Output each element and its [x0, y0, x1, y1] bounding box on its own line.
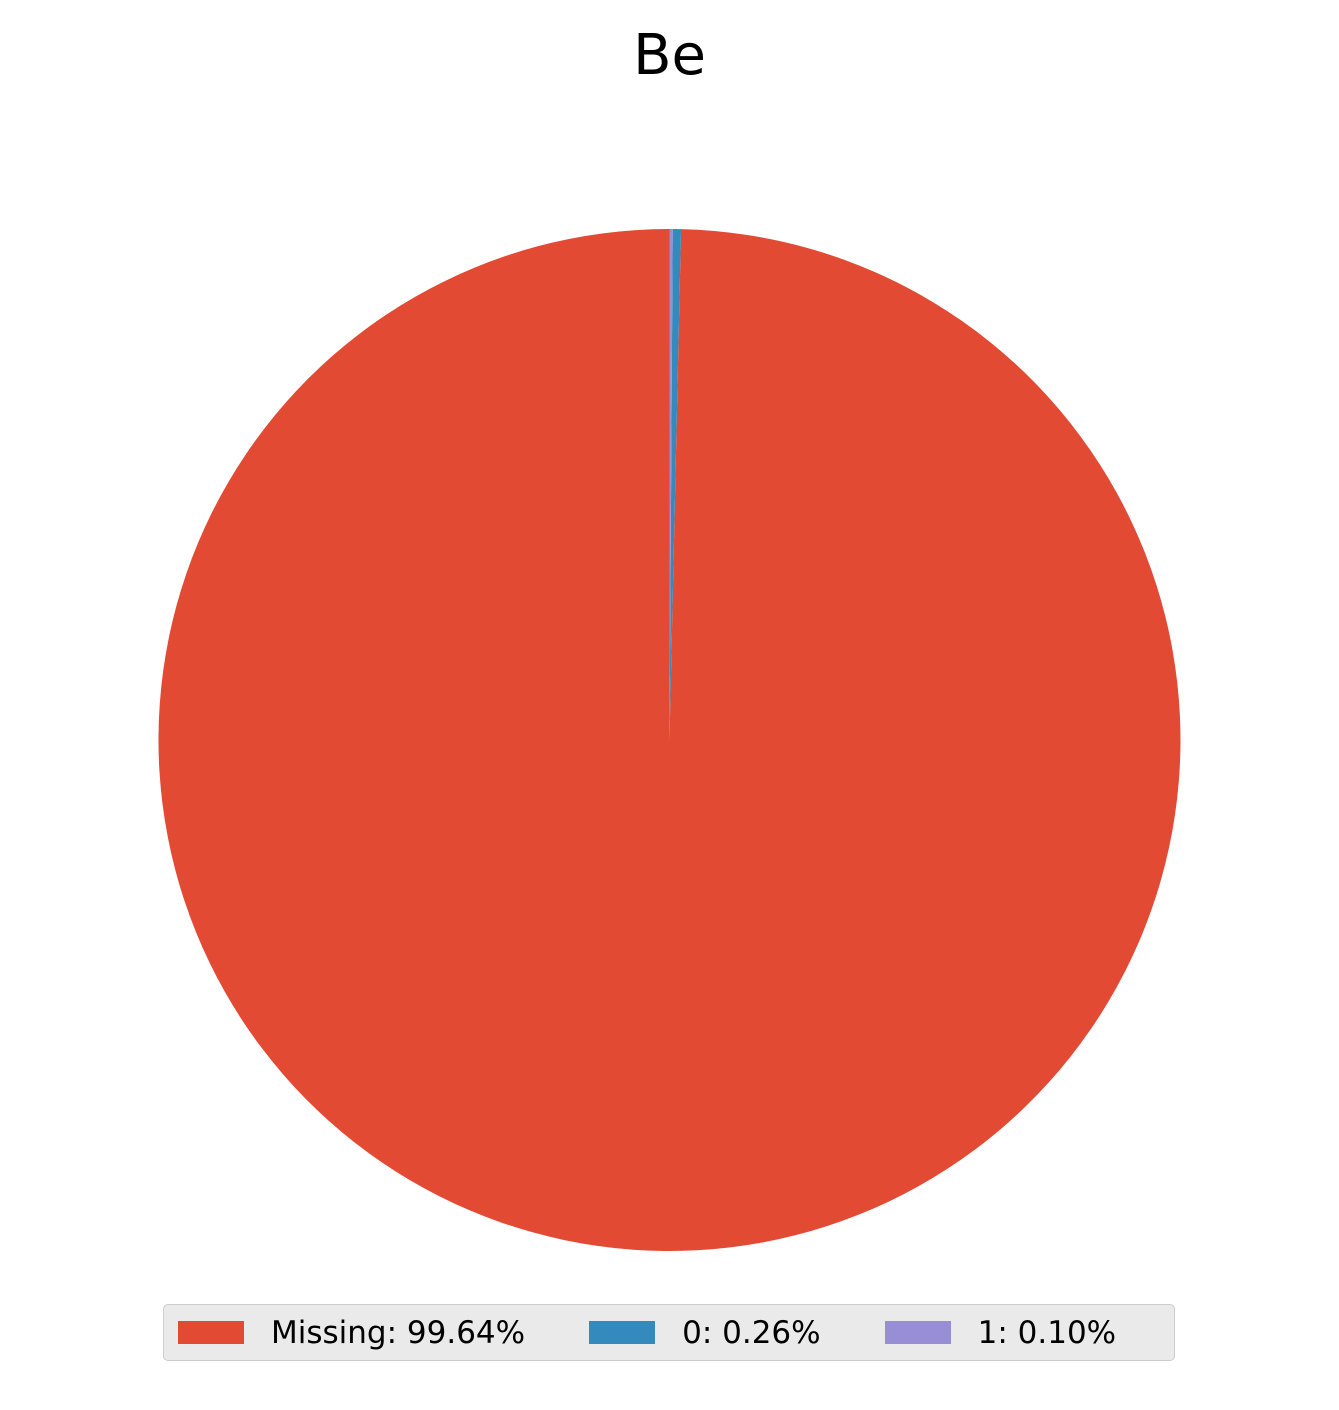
legend-label-missing: Missing: 99.64% — [271, 1314, 526, 1351]
pie-slice-0 — [669, 229, 682, 740]
legend: Missing: 99.64% 0: 0.26% 1: 0.10% — [163, 1304, 1175, 1361]
legend-item-0: 0: 0.26% — [589, 1315, 821, 1351]
legend-swatch-0 — [589, 1321, 656, 1344]
pie-slice-missing — [158, 229, 1181, 1251]
legend-item-1: 1: 0.10% — [884, 1314, 1117, 1351]
legend-item-missing: Missing: 99.64% — [178, 1315, 525, 1351]
legend-label-1: 1: 0.10% — [977, 1314, 1117, 1351]
pie-slices — [158, 229, 1181, 1251]
legend-swatch-1 — [884, 1321, 951, 1344]
legend-swatch-missing — [178, 1321, 244, 1344]
chart-title: Be — [633, 23, 706, 88]
legend-label-0: 0: 0.26% — [682, 1314, 821, 1351]
pie-slice-1 — [669, 229, 673, 740]
